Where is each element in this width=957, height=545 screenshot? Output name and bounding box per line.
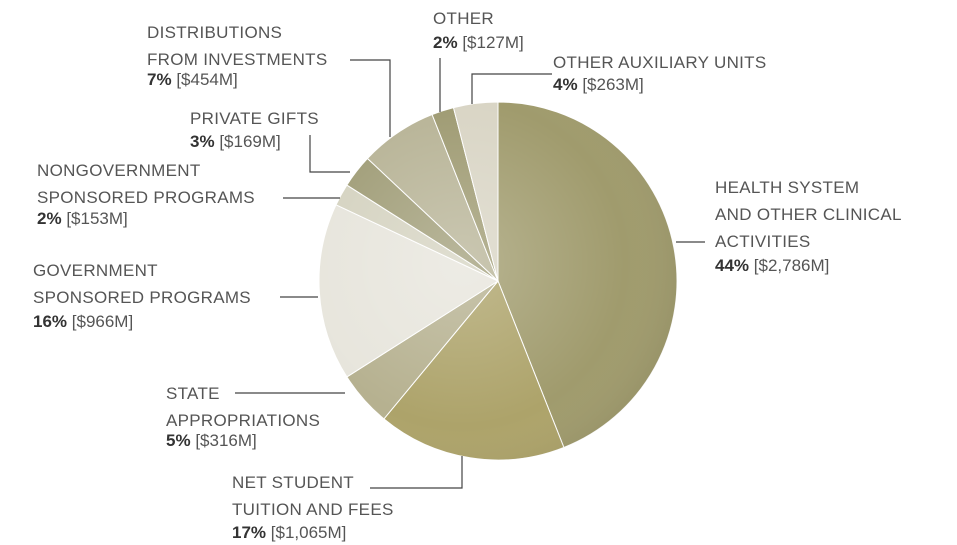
slice-label: NONGOVERNMENT SPONSORED PROGRAMS <box>37 160 255 207</box>
slice-value: 16% [$966M] <box>33 312 133 332</box>
slice-value: 17% [$1,065M] <box>232 523 346 543</box>
slice-label: PRIVATE GIFTS <box>190 108 319 128</box>
slice-value: 3% [$169M] <box>190 132 281 152</box>
percent-label: 17% <box>232 523 267 542</box>
percent-label: 16% <box>33 312 68 331</box>
slice-value: 7% [$454M] <box>147 70 238 90</box>
slice-value: 2% [$153M] <box>37 209 128 229</box>
percent-label: 3% <box>190 132 215 151</box>
amount-label: [$153M] <box>66 209 128 228</box>
percent-label: 7% <box>147 70 172 89</box>
percent-label: 5% <box>166 431 191 450</box>
amount-label: [$966M] <box>71 312 134 331</box>
amount-label: [$1,065M] <box>270 523 347 542</box>
slice-label: GOVERNMENT SPONSORED PROGRAMS <box>33 260 251 307</box>
percent-label: 44% <box>715 256 750 275</box>
percent-label: 2% <box>37 209 62 228</box>
slice-label: STATE APPROPRIATIONS <box>166 383 321 430</box>
slice-value: 5% [$316M] <box>166 431 257 451</box>
amount-label: [$2,786M] <box>753 256 830 275</box>
percent-label: 2% <box>433 33 458 52</box>
leader-line <box>350 59 391 137</box>
leader-line <box>309 135 350 173</box>
slice-value: 44% [$2,786M] <box>715 256 829 276</box>
amount-label: [$454M] <box>176 70 238 89</box>
amount-label: [$316M] <box>195 431 257 450</box>
slice-label: HEALTH SYSTEM AND OTHER CLINICAL ACTIVIT… <box>715 177 902 251</box>
amount-label: [$263M] <box>582 75 644 94</box>
leader-line <box>370 456 463 489</box>
amount-label: [$127M] <box>462 33 524 52</box>
leader-line <box>471 73 552 104</box>
slice-label: DISTRIBUTIONS FROM INVESTMENTS <box>147 22 328 69</box>
slice-label: OTHER <box>433 8 494 28</box>
amount-label: [$169M] <box>219 132 281 151</box>
slice-value: 2% [$127M] <box>433 33 524 53</box>
slice-label: OTHER AUXILIARY UNITS <box>553 52 767 72</box>
slice-label: NET STUDENT TUITION AND FEES <box>232 472 394 519</box>
slice-value: 4% [$263M] <box>553 75 644 95</box>
percent-label: 4% <box>553 75 578 94</box>
